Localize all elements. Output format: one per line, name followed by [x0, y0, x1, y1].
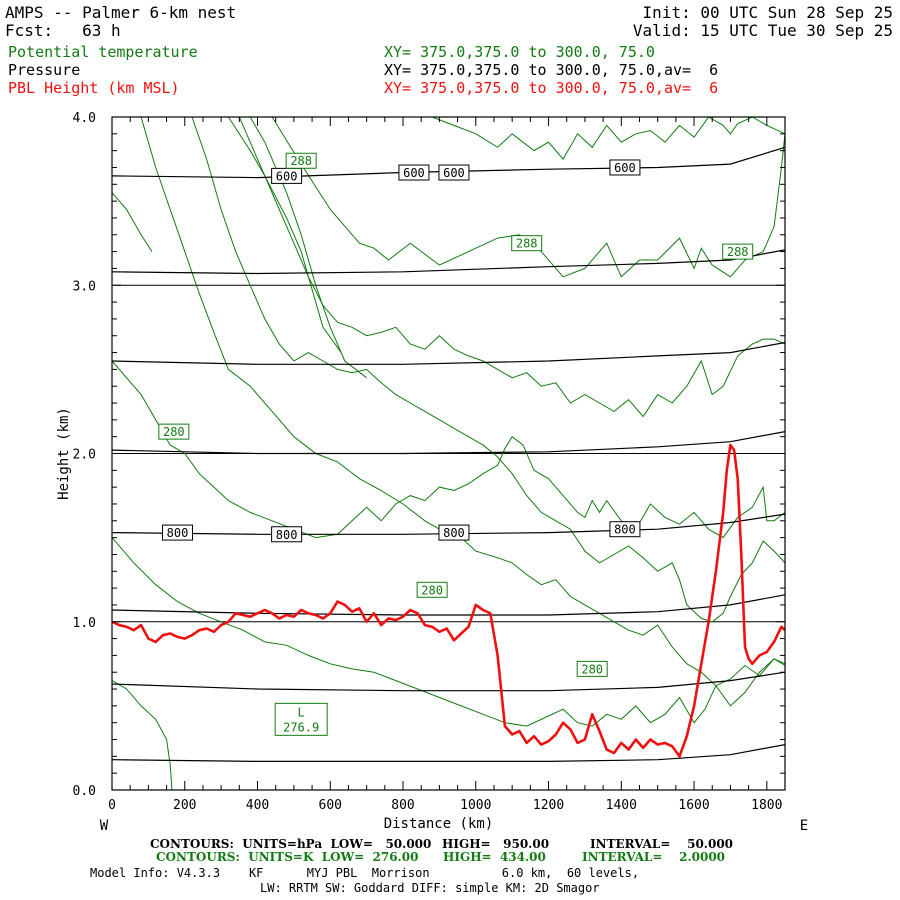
pressure-label-2: 600: [443, 166, 465, 180]
init-time: Init: 00 UTC Sun 28 Sep 25: [642, 3, 893, 22]
x-tick-label-1200: 1200: [533, 798, 564, 813]
x-tick-label-0: 0: [108, 798, 116, 813]
pressure-label-4-box: [161, 524, 193, 541]
x-tick-label-800: 800: [391, 798, 414, 813]
theta-contour-2: [249, 116, 367, 379]
pressure-label-5-box: [271, 526, 303, 543]
theta-label-0-box: [285, 152, 317, 169]
field-name-pressure: Pressure: [8, 61, 81, 79]
theta-contour-6: [111, 537, 786, 727]
pressure-label-2-box: [438, 164, 470, 181]
x-tick-label-400: 400: [246, 798, 269, 813]
footer-pressure-contours-c: INTERVAL= 50.000: [590, 837, 734, 851]
pressure-label-7-box: [609, 521, 641, 538]
pressure-contour-750: [111, 431, 786, 455]
y-tick-label-2: 2.0: [73, 448, 96, 463]
model-info-physics: LW: RRTM SW: Goddard DIFF: simple KM: 2D…: [260, 881, 600, 895]
x-tick-label-200: 200: [173, 798, 196, 813]
theta-contour-5: [431, 116, 786, 160]
y-axis-title: Height (km): [56, 407, 72, 500]
footer-pressure-contours-a: CONTOURS: UNITS=hPa LOW= 50.000: [150, 837, 432, 851]
theta-label-0: 288: [290, 154, 312, 168]
theta-label-5-box: [576, 660, 608, 677]
pressure-contour-700: [111, 341, 786, 365]
field-name-pbl: PBL Height (km MSL): [8, 79, 180, 97]
valid-time: Valid: 15 UTC Tue 30 Sep 25: [632, 21, 893, 40]
pressure-contour-600: [111, 146, 786, 179]
y-tick-label-1: 1.0: [73, 616, 96, 631]
footer-theta-contours-b: HIGH= 434.00: [443, 850, 546, 864]
footer-theta-contours-c: INTERVAL= 2.0000: [582, 850, 726, 864]
y-tick-label-4: 4.0: [73, 111, 96, 126]
theta-contour-11: [238, 116, 786, 418]
theta-label-4-box: [416, 581, 448, 598]
footer-pressure-contours-b: HIGH= 950.00: [442, 837, 550, 851]
pressure-label-7: 800: [614, 523, 636, 537]
pressure-contour-900: [111, 671, 786, 692]
theta-label-5: 280: [581, 662, 603, 676]
pressure-label-6: 800: [443, 526, 465, 540]
x-tick-label-1800: 1800: [751, 798, 782, 813]
theta-label-1-box: [511, 235, 543, 252]
footer-theta-contours-a: CONTOURS: UNITS=K LOW= 276.00: [156, 850, 419, 864]
theta-contour-9: [140, 116, 786, 687]
field-xy-theta: XY= 375.0,375.0 to 300.0, 75.0: [384, 43, 655, 61]
field-name-theta: Potential temperature: [8, 43, 198, 61]
y-tick-label-3: 3.0: [73, 279, 96, 294]
low-label-box: [274, 702, 328, 736]
field-xy-pressure: XY= 375.0,375.0 to 300.0, 75.0,av= 6: [384, 61, 719, 79]
pressure-label-5: 800: [276, 528, 298, 542]
model-info: Model Info: V4.3.3 KF MYJ PBL Morrison 6…: [90, 866, 640, 880]
pressure-label-3-box: [609, 159, 641, 176]
east-label: E: [800, 818, 808, 834]
y-tick-label-0: 0.0: [73, 784, 96, 799]
pressure-label-1-box: [398, 164, 430, 181]
field-xy-pbl: XY= 375.0,375.0 to 300.0, 75.0,av= 6: [384, 79, 719, 97]
pressure-label-3: 600: [614, 161, 636, 175]
theta-label-2-box: [722, 243, 754, 260]
theta-contour-3: [271, 116, 713, 278]
low-label-value: 276.9: [283, 720, 319, 734]
theta-label-1: 288: [516, 237, 538, 251]
pressure-contour-850: [111, 594, 786, 616]
theta-label-3-box: [158, 423, 190, 440]
west-label: W: [100, 818, 109, 834]
theta-contour-0: [111, 192, 153, 252]
pbl-height-line: [111, 443, 786, 758]
theta-label-3: 280: [163, 425, 185, 439]
forecast-hour: Fcst: 63 h: [5, 21, 121, 40]
x-tick-label-1400: 1400: [606, 798, 637, 813]
theta-contour-1: [227, 116, 342, 353]
chart-title: AMPS -- Palmer 6-km nest: [5, 3, 237, 22]
pressure-label-1: 600: [403, 166, 425, 180]
pressure-contour-950: [111, 744, 786, 762]
low-label-marker: L: [298, 705, 305, 719]
theta-contour-7: [111, 680, 173, 791]
pressure-contour-800: [111, 513, 786, 535]
pressure-label-0: 600: [276, 169, 298, 183]
theta-label-2: 288: [727, 245, 749, 259]
pressure-contour-650: [111, 249, 786, 275]
x-tick-label-600: 600: [319, 798, 342, 813]
x-tick-label-1000: 1000: [460, 798, 491, 813]
theta-contour-8: [111, 360, 786, 539]
x-tick-label-1600: 1600: [678, 798, 709, 813]
pressure-label-6-box: [438, 524, 470, 541]
theta-label-4: 280: [421, 583, 443, 597]
x-axis-title: Distance (km): [384, 816, 494, 832]
pressure-label-4: 800: [167, 526, 189, 540]
